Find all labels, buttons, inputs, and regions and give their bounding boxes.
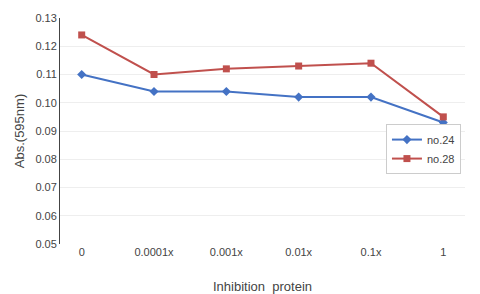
svg-text:0.07: 0.07	[35, 181, 56, 193]
svg-text:0.13: 0.13	[35, 12, 56, 24]
svg-text:1: 1	[440, 246, 446, 258]
svg-text:0.001x: 0.001x	[210, 246, 244, 258]
svg-text:0.01x: 0.01x	[285, 246, 312, 258]
svg-text:0.09: 0.09	[35, 125, 56, 137]
svg-text:0.10: 0.10	[35, 97, 56, 109]
svg-text:0.12: 0.12	[35, 40, 56, 52]
svg-text:0.08: 0.08	[35, 153, 56, 165]
svg-text:0: 0	[79, 246, 85, 258]
svg-text:Inhibition protein: Inhibition protein	[213, 279, 312, 294]
svg-text:no.24: no.24	[427, 134, 455, 146]
svg-text:0.11: 0.11	[36, 68, 57, 80]
svg-text:0.0001x: 0.0001x	[134, 246, 174, 258]
svg-text:0.1x: 0.1x	[361, 246, 382, 258]
svg-text:0.06: 0.06	[35, 210, 56, 222]
svg-text:Abs.(595nm): Abs.(595nm)	[12, 94, 27, 168]
svg-text:no.28: no.28	[427, 153, 455, 165]
svg-text:0.05: 0.05	[35, 238, 56, 250]
